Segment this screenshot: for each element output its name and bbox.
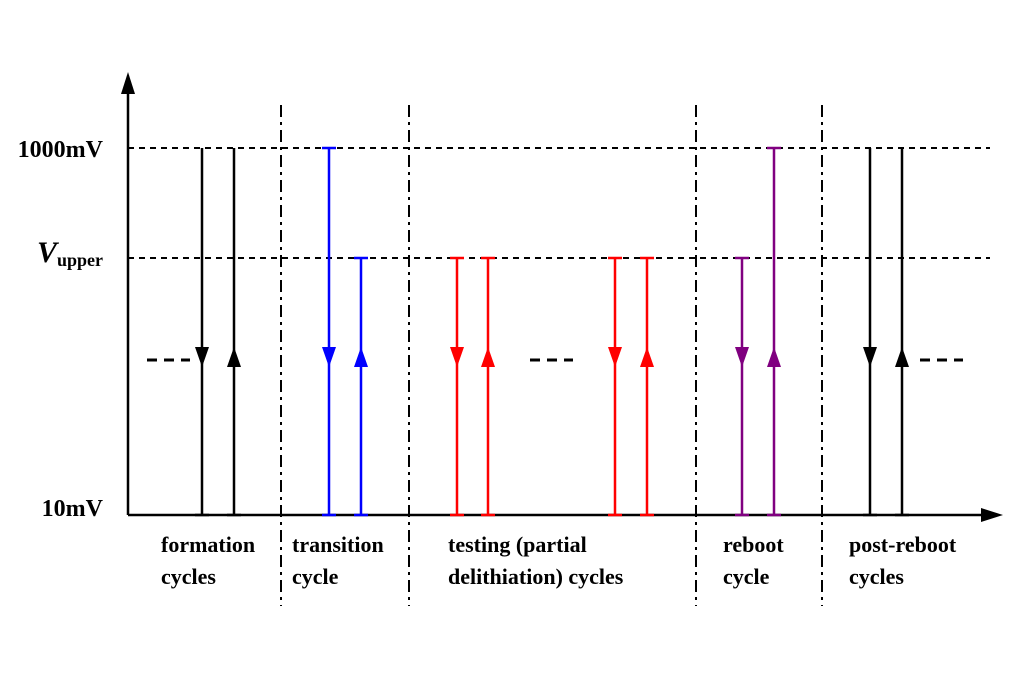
arrow-down-icon	[450, 347, 464, 367]
x-axis-arrow-icon	[981, 508, 1003, 522]
y-axis-arrow-icon	[121, 72, 135, 94]
arrow-down-icon	[735, 347, 749, 367]
discharge-arrow-testing	[608, 256, 622, 517]
phase-label-transition-line2: cycle	[292, 564, 339, 589]
phase-label-reboot-line1: reboot	[723, 532, 784, 557]
charge-arrow-transition	[354, 256, 368, 517]
phase-label-transition-line1: transition	[292, 532, 384, 557]
arrow-up-icon	[481, 347, 495, 367]
y-label-10mv: 10mV	[42, 496, 104, 522]
phase-dividers	[280, 105, 823, 606]
discharge-arrow-testing	[450, 256, 464, 517]
arrow-up-icon	[227, 347, 241, 367]
discharge-arrow-transition	[322, 146, 336, 517]
charge-arrow-reboot	[767, 146, 781, 517]
phase-label-formation-line1: formation	[161, 532, 255, 557]
discharge-arrow-reboot	[735, 256, 749, 517]
arrow-up-icon	[895, 347, 909, 367]
y-label-vupper-sub: upper	[57, 250, 103, 270]
charge-arrow-testing	[481, 256, 495, 517]
arrow-up-icon	[767, 347, 781, 367]
y-label-vupper: Vupper	[37, 236, 103, 270]
phase-label-testing-line2: delithiation) cycles	[448, 564, 624, 589]
charge-arrow-formation	[227, 148, 241, 517]
cycle-arrows	[195, 146, 909, 517]
arrow-down-icon	[195, 347, 209, 367]
charge-arrow-testing	[640, 256, 654, 517]
charge-arrow-post-reboot	[895, 148, 909, 517]
phase-label-testing-line1: testing (partial	[448, 532, 587, 557]
arrow-up-icon	[640, 347, 654, 367]
phase-label-post-reboot-line1: post-reboot	[849, 532, 957, 557]
discharge-arrow-post-reboot	[863, 148, 877, 517]
arrow-up-icon	[354, 347, 368, 367]
y-label-vupper-main: V	[37, 236, 60, 269]
phase-label-formation-line2: cycles	[161, 564, 216, 589]
arrow-down-icon	[322, 347, 336, 367]
discharge-arrow-formation	[195, 148, 209, 517]
phase-label-post-reboot-line2: cycles	[849, 564, 904, 589]
y-label-1000mv: 1000mV	[18, 137, 104, 163]
arrow-down-icon	[863, 347, 877, 367]
arrow-down-icon	[608, 347, 622, 367]
phase-label-reboot-line2: cycle	[723, 564, 770, 589]
